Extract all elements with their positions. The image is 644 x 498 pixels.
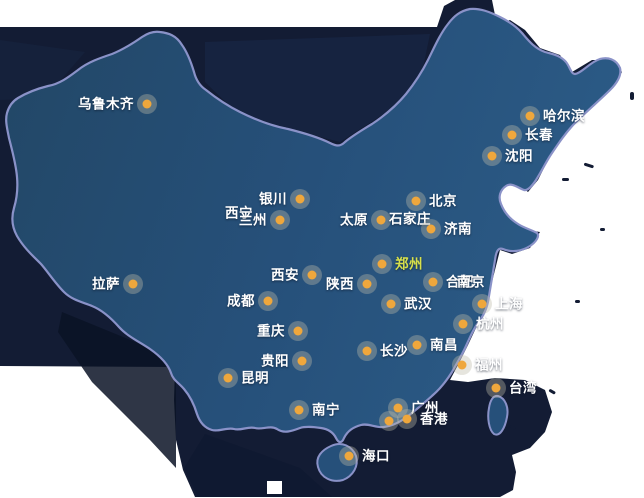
city-label[interactable]: 福州 xyxy=(475,357,503,373)
city-label[interactable]: 昆明 xyxy=(241,370,269,386)
city-label[interactable]: 西安 xyxy=(271,267,299,283)
city-marker-dot[interactable] xyxy=(428,277,438,287)
city-marker-dot[interactable] xyxy=(507,130,517,140)
city-marker-dot[interactable] xyxy=(142,99,152,109)
city-marker-dot[interactable] xyxy=(525,111,535,121)
city-label[interactable]: 贵阳 xyxy=(261,353,289,369)
city-label[interactable]: 沈阳 xyxy=(505,148,533,164)
city-marker-dot[interactable] xyxy=(411,196,421,206)
city-label[interactable]: 西宁 xyxy=(225,205,253,221)
bohai-sea xyxy=(505,191,541,224)
backdrop-patch-west xyxy=(0,40,85,100)
city-label[interactable]: 上海 xyxy=(495,296,523,312)
city-marker-dot[interactable] xyxy=(384,416,394,426)
city-label[interactable]: 长沙 xyxy=(380,343,408,359)
city-label[interactable]: 南昌 xyxy=(430,337,458,353)
island-specks xyxy=(509,92,634,430)
city-marker-dot[interactable] xyxy=(412,340,422,350)
city-label[interactable]: 济南 xyxy=(444,221,472,237)
city-label[interactable]: 广州 xyxy=(411,400,439,416)
city-marker-dot[interactable] xyxy=(457,360,467,370)
city-label[interactable]: 南京 xyxy=(457,274,485,290)
sea-notch xyxy=(267,481,282,494)
city-marker-dot[interactable] xyxy=(223,373,233,383)
city-marker-dot[interactable] xyxy=(402,414,412,424)
city-marker-dot[interactable] xyxy=(275,215,285,225)
city-label[interactable]: 乌鲁木齐 xyxy=(78,96,134,112)
city-marker-dot[interactable] xyxy=(426,224,436,234)
city-marker-dot[interactable] xyxy=(295,194,305,204)
backdrop-patch-indochina xyxy=(184,434,332,497)
city-label[interactable]: 拉萨 xyxy=(92,276,120,292)
city-label[interactable]: 杭州 xyxy=(476,316,504,332)
city-label[interactable]: 郑州 xyxy=(395,256,423,272)
city-label[interactable]: 成都 xyxy=(227,293,255,309)
city-marker-dot[interactable] xyxy=(458,319,468,329)
city-label[interactable]: 太原 xyxy=(340,212,368,228)
city-label[interactable]: 香港 xyxy=(420,411,448,427)
city-label[interactable]: 北京 xyxy=(429,193,457,209)
taiwan-island[interactable] xyxy=(487,394,509,436)
city-label[interactable]: 石家庄 xyxy=(389,211,431,227)
city-label[interactable]: 台湾 xyxy=(509,380,537,396)
city-marker-dot[interactable] xyxy=(344,451,354,461)
city-label[interactable]: 银川 xyxy=(259,191,287,207)
city-marker-dot[interactable] xyxy=(491,383,501,393)
city-marker-dot[interactable] xyxy=(477,299,487,309)
city-label[interactable]: 重庆 xyxy=(257,323,285,339)
city-label[interactable]: 兰州 xyxy=(239,212,267,228)
city-marker-dot[interactable] xyxy=(377,259,387,269)
city-marker-dot[interactable] xyxy=(263,296,273,306)
city-label[interactable]: 海口 xyxy=(362,448,390,464)
city-label[interactable]: 哈尔滨 xyxy=(543,108,585,124)
city-marker-dot[interactable] xyxy=(487,151,497,161)
city-marker-dot[interactable] xyxy=(386,299,396,309)
china-region[interactable] xyxy=(5,7,622,444)
city-marker-dot[interactable] xyxy=(294,405,304,415)
city-marker-dot[interactable] xyxy=(393,403,403,413)
city-marker-dot[interactable] xyxy=(293,326,303,336)
city-label[interactable]: 武汉 xyxy=(404,296,432,312)
city-label[interactable]: 陕西 xyxy=(326,276,354,292)
city-marker-dot[interactable] xyxy=(376,215,386,225)
city-marker-dot[interactable] xyxy=(362,346,372,356)
city-marker-dot[interactable] xyxy=(362,279,372,289)
city-marker-dot[interactable] xyxy=(307,270,317,280)
backdrop-patch-mongolia xyxy=(205,34,430,142)
city-label[interactable]: 长春 xyxy=(525,127,553,143)
city-marker-dot[interactable] xyxy=(297,356,307,366)
city-label[interactable]: 南宁 xyxy=(312,402,340,418)
backdrop-patch-india xyxy=(58,312,176,468)
city-label[interactable]: 合肥 xyxy=(446,274,474,290)
city-marker-dot[interactable] xyxy=(128,279,138,289)
